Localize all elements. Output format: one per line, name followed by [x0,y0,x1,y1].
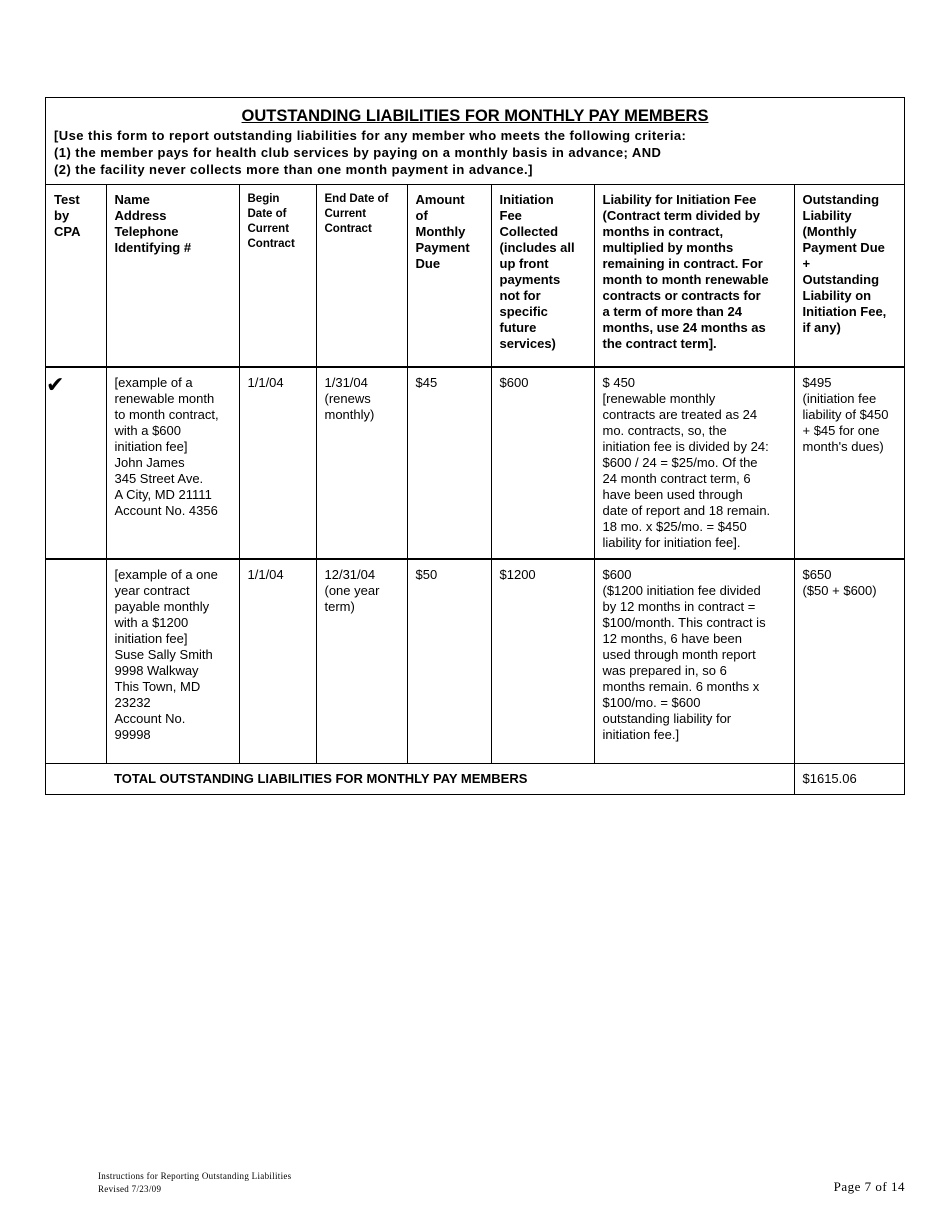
criteria-line: (2) the facility never collects more tha… [54,162,533,177]
cell-amount: $50 [406,559,491,764]
cell-outstanding: $495 (initiation fee liability of $450 +… [793,367,904,560]
cell-fee: $1200 [490,559,594,764]
page-number: Page 7 of 14 [833,1179,905,1194]
table-row: ✔ [example of a renewable month to month… [46,367,904,560]
cell-end: 1/31/04 (renews monthly) [315,367,407,560]
cell-fee: $600 [490,367,594,560]
liabilities-table: Test by CPA Name Address Telephone Ident… [46,185,904,794]
total-value: $1615.06 [793,763,904,794]
cell-test [46,559,106,764]
criteria-line: [Use this form to report outstanding lia… [54,128,687,143]
col-outstanding-liability: Outstanding Liability (Monthly Payment D… [793,185,904,368]
col-end-date: End Date of Current Contract [315,185,407,368]
cell-end: 12/31/04 (one year term) [315,559,407,764]
form-header: OUTSTANDING LIABILITIES FOR MONTHLY PAY … [46,98,904,185]
total-label: TOTAL OUTSTANDING LIABILITIES FOR MONTHL… [114,771,528,786]
cell-empty [46,764,106,795]
cell-amount: $45 [406,367,491,560]
table-row: [example of a one year contract payable … [46,559,904,764]
cell-begin: 1/1/04 [238,367,316,560]
cell-name: [example of a one year contract payable … [105,559,239,764]
liabilities-form: OUTSTANDING LIABILITIES FOR MONTHLY PAY … [45,97,905,795]
cell-liability: $600 ($1200 initiation fee divided by 12… [593,559,794,764]
cell-liability: $ 450 [renewable monthly contracts are t… [593,367,794,560]
col-monthly-payment: Amount of Monthly Payment Due [406,185,491,368]
column-header-row: Test by CPA Name Address Telephone Ident… [46,185,904,368]
col-name-address: Name Address Telephone Identifying # [105,185,239,368]
col-test-by-cpa: Test by CPA [46,185,106,368]
cell-outstanding: $650 ($50 + $600) [793,559,904,764]
cell-begin: 1/1/04 [238,559,316,764]
total-row: TOTAL OUTSTANDING LIABILITIES FOR MONTHL… [46,763,904,795]
footer-document-info: Instructions for Reporting Outstanding L… [98,1171,292,1194]
form-title: OUTSTANDING LIABILITIES FOR MONTHLY PAY … [241,107,709,125]
col-initiation-fee: Initiation Fee Collected (includes all u… [490,185,594,368]
col-begin-date: Begin Date of Current Contract [238,185,316,368]
cell-name: [example of a renewable month to month c… [105,367,239,560]
criteria-line: (1) the member pays for health club serv… [54,145,662,160]
checkmark-icon: ✔ [46,367,106,560]
col-liability-initiation-fee: Liability for Initiation Fee (Contract t… [593,185,794,368]
